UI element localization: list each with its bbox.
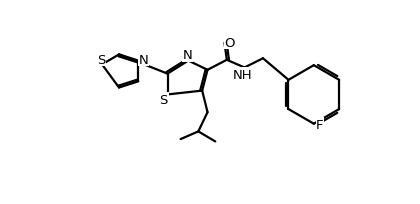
Text: O: O	[225, 36, 235, 49]
Text: S: S	[160, 93, 168, 106]
Text: NH: NH	[233, 69, 253, 82]
Text: S: S	[97, 53, 105, 66]
Text: F: F	[316, 118, 324, 131]
Text: N: N	[183, 49, 192, 62]
Text: N: N	[139, 53, 149, 66]
